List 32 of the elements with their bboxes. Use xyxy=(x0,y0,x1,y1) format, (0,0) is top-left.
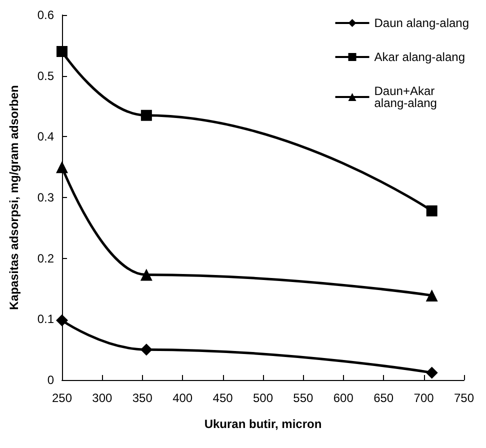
point xyxy=(426,289,438,302)
point xyxy=(56,46,68,57)
point xyxy=(56,161,68,174)
y-tick-label: 0.6 xyxy=(37,8,54,22)
point xyxy=(426,366,438,379)
y-tick-label: 0.3 xyxy=(37,190,54,204)
y-axis-title: Kapasitas adsorpsi, mg/gram adsorben xyxy=(7,85,21,310)
x-tick-label: 400 xyxy=(172,391,193,405)
x-tick-label: 500 xyxy=(252,391,274,405)
x-tick-label: 600 xyxy=(333,391,354,405)
x-tick-label: 650 xyxy=(374,391,394,405)
point xyxy=(140,268,152,281)
point xyxy=(140,110,152,121)
legend-label: Akar alang-alang xyxy=(374,50,465,64)
x-tick-label: 450 xyxy=(212,391,234,405)
point xyxy=(56,314,68,326)
legend-label: Daun alang-alang xyxy=(374,16,470,30)
x-tick-label: 700 xyxy=(414,391,434,405)
x-tick-label: 300 xyxy=(92,391,113,405)
x-axis-title: Ukuran butir, micron xyxy=(204,417,322,431)
y-tick-label: 0.5 xyxy=(37,68,54,83)
point xyxy=(140,344,152,356)
x-tick-label: 550 xyxy=(293,391,314,405)
y-tick-label: 0.1 xyxy=(37,312,54,326)
x-tick-label: 750 xyxy=(454,391,474,405)
x-tick-label: 350 xyxy=(132,391,153,405)
y-tick-label: 0 xyxy=(47,373,54,387)
point xyxy=(426,205,438,216)
y-tick-label: 0.2 xyxy=(37,251,54,266)
legend-label: Daun+Akar alang-alang xyxy=(374,84,438,110)
y-tick-label: 0.4 xyxy=(37,130,54,144)
x-tick-label: 250 xyxy=(52,391,72,405)
